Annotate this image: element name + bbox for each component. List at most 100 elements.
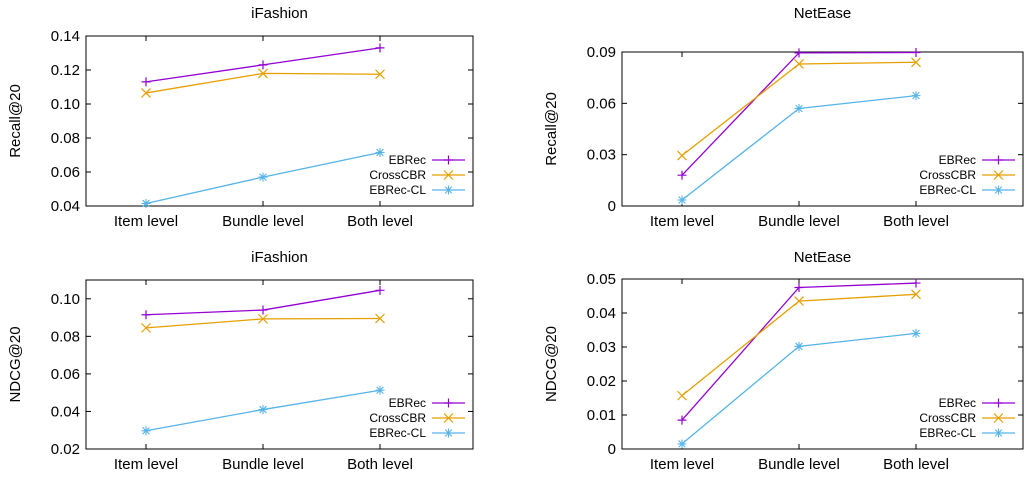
x-tick-label: Item level: [114, 456, 178, 473]
chart-title: iFashion: [251, 249, 308, 266]
legend-label: CrossCBR: [369, 168, 426, 182]
plot-frame: [621, 51, 1024, 207]
data-point: [375, 43, 385, 53]
legend-marker: [444, 185, 453, 195]
legend-label: EBRec-CL: [919, 183, 976, 197]
legend-marker: [444, 398, 453, 408]
data-point: [794, 341, 804, 351]
data-point: [911, 278, 921, 288]
data-point: [677, 150, 687, 161]
data-point: [677, 390, 687, 401]
data-point: [258, 305, 268, 315]
data-point: [911, 91, 921, 101]
chart-panel-1: iFashion 0.04 0.06 0.08 0.10 0.12 0.14 Item lev…: [7, 5, 474, 230]
data-point: [258, 313, 268, 324]
series-crosscbr: [141, 68, 385, 98]
legend-label: CrossCBR: [919, 411, 976, 425]
legend-marker: [994, 398, 1003, 408]
y-tick-label: 0.02: [51, 441, 80, 458]
legend-marker: [444, 428, 453, 438]
data-point: [794, 103, 804, 113]
y-tick-label: 0.04: [51, 403, 80, 420]
x-tick-label: Both level: [883, 456, 949, 473]
y-axis-label: NDCG@20: [543, 326, 560, 402]
series-crosscbr: [677, 57, 921, 161]
legend-label: EBRec-CL: [369, 426, 426, 440]
x-tick-label: Bundle level: [758, 456, 840, 473]
data-point: [677, 439, 687, 449]
series-ebrec: [141, 43, 385, 87]
y-tick-label: 0.14: [51, 28, 80, 45]
data-point: [375, 385, 385, 395]
series-ebrec-cl: [677, 91, 921, 205]
chart-panel-3: iFashion 0.02 0.04 0.06 0.08 0.10 Item level Bu…: [7, 249, 474, 473]
y-tick-label: 0: [608, 198, 616, 215]
x-tick-label: Both level: [347, 213, 413, 230]
data-point: [258, 172, 268, 182]
legend-label: EBRec: [389, 396, 426, 410]
plot-frame: [85, 35, 474, 207]
y-tick-label: 0.01: [587, 407, 616, 424]
data-point: [794, 283, 804, 292]
series-line: [681, 51, 917, 176]
legend-label: CrossCBR: [369, 411, 426, 425]
x-tick-label: Bundle level: [758, 213, 840, 230]
legend-marker: [443, 170, 454, 180]
x-tick-label: Both level: [883, 213, 949, 230]
plot-frame: [85, 279, 474, 450]
y-tick-label: 0.02: [587, 373, 616, 390]
data-point: [677, 195, 687, 205]
data-point: [141, 77, 151, 87]
y-tick-label: 0.10: [51, 291, 80, 308]
data-point: [911, 57, 921, 68]
y-axis-label: NDCG@20: [7, 326, 24, 402]
data-point: [141, 88, 151, 98]
legend-label: EBRec-CL: [919, 426, 976, 440]
data-point: [677, 415, 687, 425]
series-line: [681, 282, 917, 421]
plot-frame: [621, 278, 1024, 450]
series-ebrec: [141, 285, 385, 320]
data-point: [375, 147, 385, 157]
y-tick-label: 0.06: [51, 164, 80, 181]
series-ebrec-cl: [141, 385, 385, 436]
y-tick-label: 0.04: [587, 305, 616, 322]
data-point: [794, 296, 804, 307]
data-point: [141, 198, 151, 208]
series-ebrec-cl: [141, 147, 385, 208]
x-tick-label: Item level: [650, 213, 714, 230]
x-tick-label: Both level: [347, 456, 413, 473]
legend-marker: [993, 413, 1004, 423]
x-tick-label: Bundle level: [222, 456, 304, 473]
data-point: [375, 69, 385, 80]
legend-marker: [994, 185, 1003, 195]
y-tick-label: 0.04: [51, 198, 80, 215]
x-tick-label: Item level: [114, 213, 178, 230]
y-tick-label: 0.12: [51, 62, 80, 79]
data-point: [911, 48, 921, 58]
legend-marker: [443, 413, 454, 423]
data-point: [258, 60, 268, 70]
series-ebrec-cl: [677, 328, 921, 449]
y-axis-label: Recall@20: [543, 92, 560, 166]
chart-panel-4: NetEase 0 0.01 0.02 0.03 0.04 0.05 Item level Bu…: [543, 249, 1024, 473]
series-crosscbr: [141, 313, 385, 333]
y-tick-label: 0.10: [51, 96, 80, 113]
series-ebrec: [677, 48, 921, 180]
y-tick-label: 0.08: [51, 328, 80, 345]
legend-marker: [994, 428, 1003, 438]
legend-label: CrossCBR: [919, 168, 976, 182]
legend-marker: [444, 155, 453, 165]
data-point: [375, 285, 385, 295]
y-tick-label: 0.08: [51, 130, 80, 147]
data-point: [911, 328, 921, 338]
data-point: [141, 322, 151, 333]
y-tick-label: 0.05: [587, 271, 616, 288]
data-point: [794, 59, 804, 69]
data-point: [141, 310, 151, 320]
data-point: [141, 426, 151, 436]
legend-label: EBRec: [389, 153, 426, 167]
chart-title: NetEase: [794, 5, 852, 22]
legend-label: EBRec: [939, 396, 976, 410]
